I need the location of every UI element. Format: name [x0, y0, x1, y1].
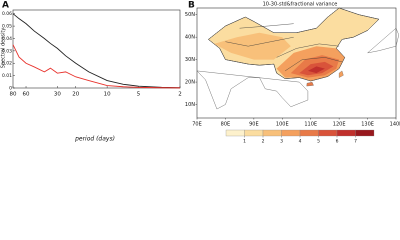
x-tick-label: 140E: [390, 122, 400, 128]
plot-frame: [12, 9, 181, 89]
colorbar-swatch: [299, 129, 319, 137]
y-tick-label: 0.03: [2, 48, 12, 54]
colorbar-tick-label: 4: [299, 139, 302, 145]
x-tick-label: 20: [72, 92, 79, 98]
colorbar-swatch: [318, 129, 338, 137]
y-axis-label: Spectral density: [1, 28, 7, 69]
island: [306, 81, 314, 87]
y-tick-label: 20N: [185, 80, 195, 86]
x-tick-label: 90E: [249, 122, 259, 128]
contour: [239, 23, 294, 29]
colorbar-tick-label: 2: [262, 139, 265, 145]
contour: [276, 43, 340, 58]
figure: A B Spectral density period (days) 10-30…: [1, 1, 400, 145]
colorbar-swatch: [355, 129, 375, 137]
y-tick-label: 40N: [185, 35, 195, 41]
panel-label: A: [2, 1, 9, 11]
colorbar-tick-label: 1: [243, 139, 246, 145]
y-tick-label: 0.05: [2, 24, 12, 30]
contour: [284, 57, 343, 72]
x-tick-label: 60: [23, 92, 30, 98]
x-tick-label: 70E: [192, 122, 202, 128]
map-title: 10-30-std&fractional variance: [263, 2, 338, 8]
colorbar-tick-label: 6: [336, 139, 339, 145]
island: [338, 70, 344, 78]
x-tick-label: 80: [10, 92, 17, 98]
contour: [225, 37, 294, 47]
x-axis-label: period (days): [74, 136, 115, 143]
x-tick-label: 130E: [361, 122, 374, 128]
y-tick-label: 0.01: [2, 73, 12, 79]
colorbar-tick-label: 7: [354, 139, 357, 145]
panel-label: B: [188, 1, 195, 11]
x-tick-label: 30: [54, 92, 61, 98]
coastline: [366, 27, 400, 54]
colorbar-swatch: [281, 129, 301, 137]
y-tick-label: 50N: [185, 12, 195, 18]
x-tick-label: 80E: [221, 122, 231, 128]
line-series: [12, 13, 181, 89]
y-tick-label: 30N: [185, 57, 195, 63]
x-tick-label: 120E: [333, 122, 346, 128]
region-fill: [307, 66, 325, 74]
x-tick-label: 10: [104, 92, 111, 98]
line-series: [12, 44, 181, 89]
x-tick-label: 110E: [304, 122, 317, 128]
y-tick-label: 0.04: [2, 36, 12, 42]
x-tick-label: 5: [137, 92, 141, 98]
region-fill: [214, 32, 291, 60]
x-tick-label: 100E: [276, 122, 289, 128]
y-tick-label: 0.02: [2, 61, 12, 67]
colorbar-swatch: [225, 129, 245, 137]
colorbar-swatch: [262, 129, 282, 137]
colorbar-swatch: [336, 129, 356, 137]
border: [207, 7, 380, 82]
colorbar-tick-label: 3: [280, 139, 283, 145]
colorbar-swatch: [244, 129, 264, 137]
y-tick-label: 0.06: [2, 11, 12, 17]
y-tick-label: 0: [9, 86, 12, 92]
x-tick-label: 2: [178, 92, 182, 98]
colorbar-tick-label: 5: [317, 139, 320, 145]
coastline: [196, 70, 309, 110]
y-tick-label: 10N: [185, 102, 195, 108]
